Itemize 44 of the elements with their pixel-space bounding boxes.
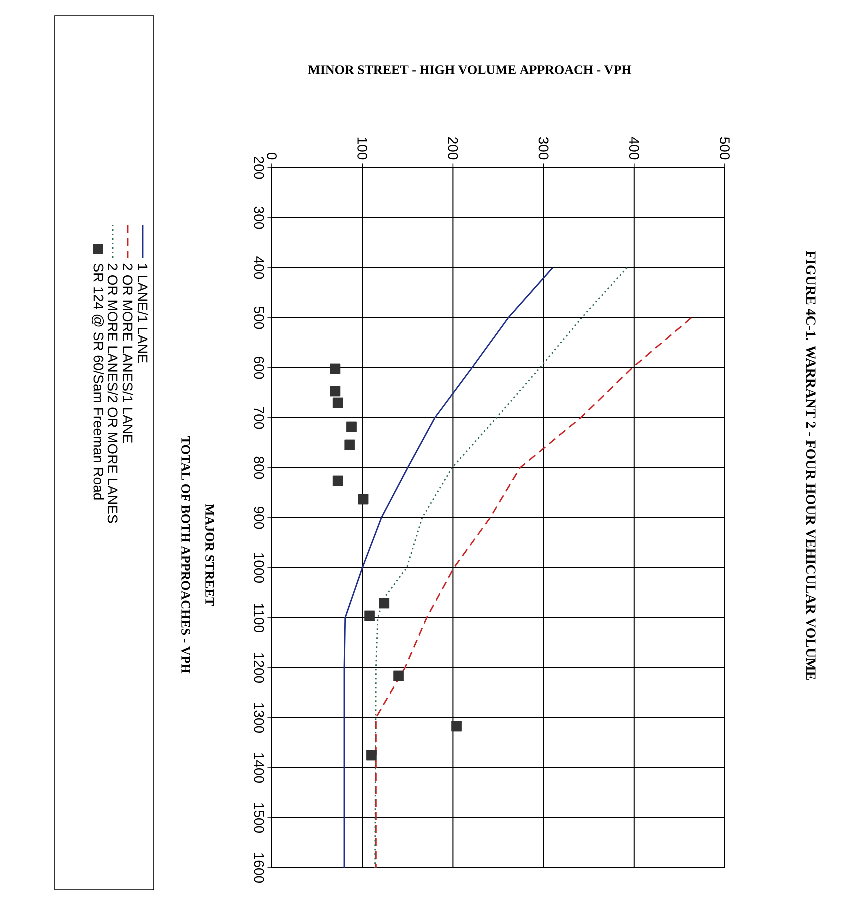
x-tick-label: 500 [720,137,730,160]
point [379,598,390,609]
y-tick-label: 600 [254,357,264,380]
y-tick-label: 1200 [254,653,264,684]
y-tick-label: 500 [254,306,264,330]
line-series [344,267,554,869]
legend-label: 2 OR MORE LANES/1 LANE [122,264,134,444]
line-series [375,317,692,869]
text: FIGURE 4C-1. WARRANT 2 - FOUR HOUR VEHICULAR VOLUME [806,251,816,680]
point [452,721,462,732]
y-tick-label: 900 [254,506,264,530]
y-tick-label: 1400 [254,753,264,784]
line-series [374,267,628,869]
point [344,440,356,450]
y-tick-label: 1100 [254,604,264,633]
y-tick-label: 400 [254,256,264,280]
legend-label: 1 LANE/1 LANE [138,264,148,363]
point [366,750,377,761]
y-tick-label: 200 [254,157,264,180]
point [332,476,344,486]
point [394,670,404,682]
x-tick-label: 400 [629,137,640,160]
point [346,422,357,432]
x-tick-label: 300 [538,137,549,160]
text: TOTAL OF BOTH APPROACHES - VPH [182,436,190,674]
point [364,610,376,622]
x-tick-label: 100 [358,138,368,160]
legend-label: 2 OR MORE LANES/2 OR MORE LANES [108,264,118,524]
point [358,494,369,505]
legend-label: SR 124 @ SR 60/Sam Freeman Road [92,264,104,500]
y-tick-label: 300 [254,206,264,230]
y-tick-label: 800 [254,456,264,480]
y-tick-label: 1000 [254,553,264,584]
x-axis-title: MINOR STREET - HIGH VOLUME APPROACH - VPH [308,66,632,74]
y-tick-label: 1600 [254,853,264,884]
y-tick-label: 1500 [254,803,264,834]
x-tick-label: 0 [267,152,277,160]
y-tick-label: 1300 [254,703,264,734]
point [330,386,341,397]
y-tick-label: 700 [254,407,264,430]
y-axis-title: MAJOR STREET [206,504,214,606]
x-tick-label: 200 [448,138,458,160]
point [330,364,341,374]
point [332,398,344,408]
